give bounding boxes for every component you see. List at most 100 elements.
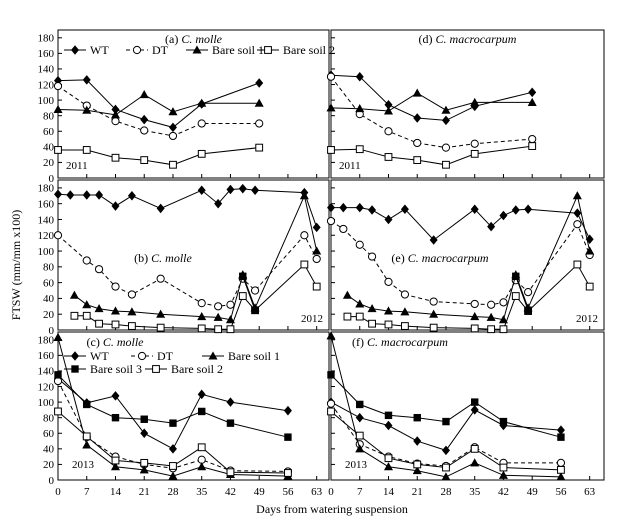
data-point — [400, 307, 410, 316]
data-point — [339, 202, 348, 213]
data-point — [251, 306, 259, 314]
data-point — [355, 299, 365, 308]
series-wt — [54, 373, 292, 454]
data-point — [239, 272, 247, 281]
data-point — [556, 425, 565, 435]
legend-label: WT — [90, 349, 109, 363]
data-point — [470, 149, 479, 158]
data-point — [255, 119, 264, 128]
legend-label: Bare soil 2 — [171, 362, 223, 376]
y-tick-label: 100 — [38, 246, 55, 258]
data-point — [111, 391, 120, 401]
data-point — [110, 306, 120, 315]
data-point — [470, 97, 480, 106]
panel-title-e: (e) C. macrocarpum — [391, 251, 489, 265]
data-point — [82, 256, 91, 265]
y-tick-label: 180 — [38, 33, 55, 45]
data-point — [384, 320, 393, 329]
panel-title-c: (c) C. molle — [87, 335, 145, 349]
panel-e — [326, 191, 595, 334]
panel-title-species: C. macrocarpum — [367, 335, 448, 349]
data-point — [326, 216, 336, 226]
data-point — [327, 407, 335, 416]
data-point — [197, 299, 206, 308]
data-point — [140, 458, 149, 467]
data-point — [413, 156, 422, 164]
data-point — [528, 87, 537, 98]
x-tick-label: 21 — [139, 486, 150, 498]
data-point — [442, 417, 450, 426]
data-point — [169, 160, 177, 169]
data-point — [53, 81, 63, 91]
x-tick-label: 49 — [254, 486, 266, 498]
y-tick-label: 60 — [43, 428, 55, 440]
data-point — [198, 407, 206, 416]
legend-label: Bare soil 1 — [212, 43, 264, 57]
data-point — [413, 436, 422, 446]
series-wt — [327, 202, 594, 245]
series-wt — [54, 183, 321, 233]
data-point — [400, 204, 409, 214]
x-tick-label: 63 — [584, 486, 596, 498]
series-bare-soil-2 — [327, 407, 565, 474]
y-tick-label: 40 — [43, 444, 55, 456]
y-tick-label: 120 — [38, 230, 55, 242]
data-point — [367, 252, 377, 261]
data-point — [214, 325, 223, 334]
data-point — [214, 198, 223, 209]
panel-b — [53, 183, 322, 334]
data-point — [412, 88, 422, 97]
data-point — [66, 190, 75, 200]
series-line — [57, 411, 288, 474]
data-point — [413, 138, 422, 148]
series-line — [347, 263, 591, 330]
data-point — [111, 117, 120, 126]
data-point — [226, 468, 235, 477]
data-point — [527, 97, 537, 106]
y-tick-label: 40 — [43, 293, 55, 305]
data-point — [368, 319, 376, 328]
data-point — [226, 184, 235, 195]
data-point — [487, 325, 496, 334]
data-point — [342, 290, 352, 299]
panel-title-prefix: (f) — [352, 335, 367, 349]
data-point — [54, 371, 62, 379]
series-bare-soil-3 — [54, 371, 292, 441]
y-tick-label: 160 — [38, 48, 55, 60]
series-line — [330, 411, 561, 471]
x-tick-label: 28 — [167, 486, 179, 498]
series-bare-soil-2 — [327, 142, 537, 169]
data-point — [197, 119, 206, 128]
panel-frames — [57, 29, 605, 481]
data-point — [557, 433, 565, 441]
data-point — [512, 272, 520, 281]
legend-item-bare-soil-1: Bare soil 1 — [202, 349, 280, 363]
data-point — [384, 411, 393, 420]
x-tick-label: 14 — [110, 486, 122, 498]
series-dt — [326, 216, 594, 309]
data-point — [95, 190, 104, 200]
data-point — [254, 98, 264, 107]
data-point — [384, 454, 393, 463]
panel-title-species: C. molle — [151, 251, 192, 265]
y-tick-label: 20 — [43, 309, 55, 321]
panel-year-d: 2011 — [339, 160, 361, 172]
legend-marker — [208, 351, 218, 360]
plot-area — [53, 70, 595, 481]
legend-bottom: WT DT Bare soil 1 Bare soil 3 Bare soil 2 — [64, 349, 280, 376]
data-point — [441, 143, 451, 152]
data-point — [383, 106, 393, 115]
data-point — [511, 292, 520, 300]
x-tick-label: 56 — [282, 486, 294, 498]
data-point — [312, 222, 321, 233]
series-line — [57, 337, 288, 477]
y-tick-label: 120 — [38, 381, 55, 393]
data-point — [255, 78, 264, 88]
series-line — [330, 335, 561, 478]
panel-title-prefix: (c) — [87, 335, 103, 349]
data-point — [327, 146, 335, 154]
data-point — [368, 205, 377, 215]
panel-frame-r2-c1 — [330, 331, 605, 481]
data-point — [441, 445, 450, 456]
data-point — [326, 72, 336, 81]
